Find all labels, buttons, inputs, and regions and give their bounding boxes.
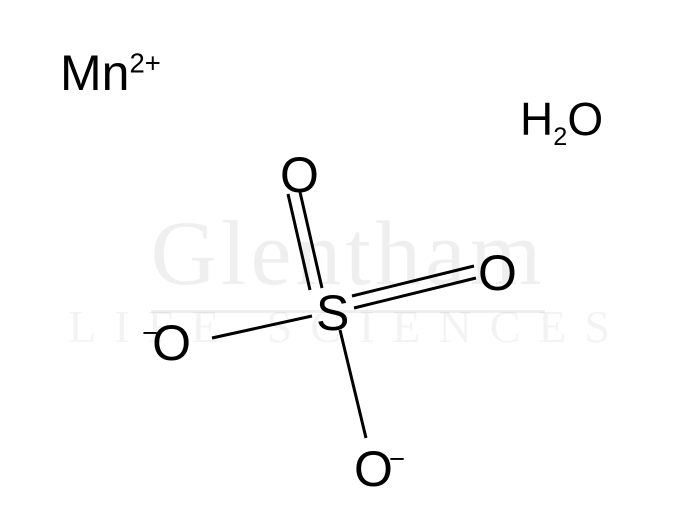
atom-h2o-2: 2 bbox=[553, 123, 567, 151]
atom-o-bottom-neg: − bbox=[389, 443, 405, 474]
chemical-structure-diagram: Glentham LIFE SCIENCES Mn2+ H2O S O O −O bbox=[0, 0, 696, 520]
atom-o-ul-label: O bbox=[280, 147, 319, 203]
atom-mn-label: Mn bbox=[60, 45, 129, 101]
atom-mn: Mn2+ bbox=[60, 48, 161, 98]
atom-o-ur: O bbox=[478, 248, 517, 298]
atom-o-left-label: O bbox=[152, 315, 191, 371]
bond-s-o-ul-2 bbox=[288, 194, 310, 290]
atom-mn-charge: 2+ bbox=[129, 47, 160, 78]
atom-o-ul: O bbox=[280, 150, 319, 200]
atom-h2o-o: O bbox=[567, 93, 603, 145]
atom-h2o: H2O bbox=[520, 96, 603, 142]
bond-s-o-ur-2 bbox=[354, 278, 476, 308]
atom-h2o-h: H bbox=[520, 93, 553, 145]
atom-s-label: S bbox=[316, 285, 349, 341]
bond-s-o-ur-1 bbox=[352, 266, 474, 296]
atom-o-left: −O bbox=[142, 318, 191, 368]
atom-o-ur-label: O bbox=[478, 245, 517, 301]
bond-s-o-b bbox=[340, 330, 366, 438]
atom-o-bottom-label: O bbox=[354, 441, 393, 497]
atom-o-bottom: O− bbox=[354, 444, 405, 494]
atom-s: S bbox=[316, 288, 349, 338]
bond-s-o-l bbox=[212, 316, 312, 338]
bond-s-o-ul-1 bbox=[300, 192, 322, 288]
